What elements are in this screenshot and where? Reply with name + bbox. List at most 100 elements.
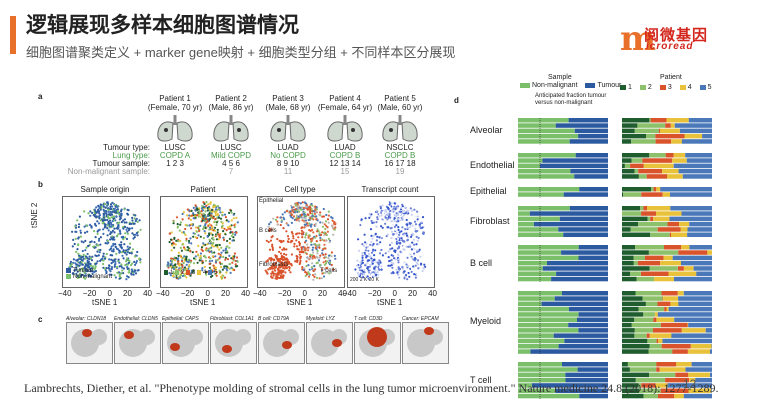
patient-tumour-sample: 1 2 3 bbox=[166, 159, 184, 168]
marker-label: B cell: CD79A bbox=[258, 316, 290, 322]
tick-label: 20 bbox=[318, 289, 327, 298]
legend-item: 3 bbox=[192, 270, 196, 277]
tick-label: −20 bbox=[82, 289, 97, 298]
patient-header: Patient 1 (Female, 70 yr) bbox=[140, 94, 210, 112]
patient-info: (Female, 70 yr) bbox=[147, 103, 203, 112]
tick-label: −40 bbox=[253, 289, 267, 298]
patient-tumour-type: NSCLC bbox=[386, 143, 414, 152]
tick-label: 20 bbox=[408, 289, 417, 298]
cell-type-bars bbox=[518, 118, 712, 145]
tsne-x-ticks: −40 −20 0 20 40 bbox=[253, 289, 347, 298]
tsne-plot bbox=[347, 196, 435, 288]
cell-type-label: B cells bbox=[259, 228, 277, 234]
patient-name: Patient 5 bbox=[384, 94, 416, 103]
patient-info: (Male, 68 yr) bbox=[265, 103, 311, 112]
lung-icon bbox=[157, 115, 193, 142]
patient-info: (Male, 86 yr) bbox=[208, 103, 254, 112]
tick-label: 20 bbox=[123, 289, 132, 298]
cell-type-label: Epithelial bbox=[259, 198, 284, 204]
tsne-title: Cell type bbox=[284, 185, 316, 194]
patient-tumour-type: LUSC bbox=[220, 143, 242, 152]
tsne-plot bbox=[62, 196, 150, 288]
patient-legend-item: 3 bbox=[667, 84, 672, 91]
tsne-x-label: tSNE 1 bbox=[377, 298, 403, 307]
patient-legend-item: 5 bbox=[707, 84, 712, 91]
tsne-x-ticks: −40 −20 0 20 40 bbox=[156, 289, 250, 298]
patient-tumour-type: LUAD bbox=[334, 143, 356, 152]
tsne-x-ticks: −40 −20 0 20 40 bbox=[58, 289, 152, 298]
tick-label: 40 bbox=[143, 289, 152, 298]
tick-label: −40 bbox=[343, 289, 357, 298]
cell-type-label: Endothelial bbox=[470, 159, 515, 170]
sample-legend: Non-malignant Tumour bbox=[520, 82, 621, 89]
patient-legend-item: 1 bbox=[628, 84, 632, 91]
patient-header: Patient 2 (Male, 86 yr) bbox=[196, 94, 266, 112]
cell-type-bars bbox=[518, 152, 712, 179]
marker-thumbnail bbox=[66, 322, 113, 364]
page-title: 逻辑展现多样本细胞图谱情况 bbox=[26, 14, 299, 37]
marker-label: Epithelial: CAPS bbox=[162, 316, 199, 322]
patient-name: Patient 3 bbox=[272, 94, 304, 103]
lung-icon bbox=[327, 115, 363, 142]
legend-item: Non-malignant bbox=[73, 274, 113, 281]
tsne-x-label: tSNE 1 bbox=[92, 298, 118, 307]
patient-info: (Female, 64 yr) bbox=[317, 103, 373, 112]
tick-label: −40 bbox=[58, 289, 72, 298]
row-label-tumour-sample: Tumour sample: bbox=[92, 159, 151, 168]
tsne-title: Transcript count bbox=[361, 185, 419, 194]
tick-label: 0 bbox=[107, 289, 112, 298]
patient-legend-item: 2 bbox=[647, 84, 652, 91]
panel-a-letter: a bbox=[38, 92, 43, 101]
legend-item: 5 bbox=[214, 270, 218, 277]
legend-item: 2 bbox=[181, 270, 185, 277]
marker-thumbnail bbox=[258, 322, 305, 364]
marker-label: Endothelial: CLDN5 bbox=[114, 316, 158, 322]
cell-type-label: T cell bbox=[470, 374, 492, 385]
patient-non-malignant: 7 bbox=[228, 167, 234, 176]
legend-item: 1 bbox=[170, 270, 174, 277]
patient-non-malignant: 19 bbox=[395, 167, 405, 176]
count-legend: 200 2 K 20 K bbox=[350, 277, 379, 283]
marker-label: T cell: CD3D bbox=[354, 316, 383, 322]
marker-thumbnail bbox=[210, 322, 257, 364]
tsne-plot bbox=[257, 196, 345, 288]
origin-legend: Tumour Non-malignant bbox=[66, 268, 112, 280]
patient-lung-type: COPD B bbox=[329, 151, 361, 160]
panel-d-letter: d bbox=[454, 96, 459, 105]
patient-tumour-sample: 4 5 6 bbox=[222, 159, 240, 168]
tick-label: 0 bbox=[392, 289, 397, 298]
logo-name: 阅微基因 bbox=[644, 27, 709, 44]
marker-thumbnail bbox=[402, 322, 449, 364]
tick-label: 0 bbox=[302, 289, 307, 298]
patient-lung-type: Mild COPD bbox=[210, 151, 251, 160]
legend-item: Tumour bbox=[73, 268, 94, 275]
patient-header: Patient 3 (Male, 68 yr) bbox=[253, 94, 323, 112]
patient-lung-type: COPD B bbox=[384, 151, 416, 160]
marker-thumbnail bbox=[354, 322, 401, 364]
row-label-tumour-type: Tumour type: bbox=[103, 143, 150, 152]
tick-label: −20 bbox=[180, 289, 195, 298]
patient-tumour-sample: 16 17 18 bbox=[384, 159, 416, 168]
tick-label: 0 bbox=[205, 289, 210, 298]
tick-label: 40 bbox=[241, 289, 250, 298]
page-subtitle: 细胞图谱聚类定义 + marker gene映射 + 细胞类型分组 + 不同样本… bbox=[26, 45, 456, 60]
tick-label: −40 bbox=[156, 289, 170, 298]
tsne-x-label: tSNE 1 bbox=[287, 298, 313, 307]
tick-label: −20 bbox=[367, 289, 382, 298]
tsne-title: Patient bbox=[190, 185, 216, 194]
cell-type-bars bbox=[518, 205, 712, 238]
marker-label: Fibroblast: COL1A1 bbox=[210, 316, 254, 322]
row-label-non-malignant: Non-malignant sample: bbox=[67, 167, 150, 176]
patient-tumour-type: LUSC bbox=[164, 143, 186, 152]
lung-icon bbox=[213, 115, 249, 142]
patient-header: Patient 5 (Male, 60 yr) bbox=[365, 94, 435, 112]
cell-type-bars bbox=[518, 362, 712, 400]
tsne-plot bbox=[160, 196, 248, 288]
tsne-title: Sample origin bbox=[80, 185, 130, 194]
cell-type-bars bbox=[518, 245, 712, 283]
patient-legend-item: 4 bbox=[687, 84, 692, 91]
patient-tumour-type: LUAD bbox=[277, 143, 299, 152]
patient-legend: 1 2 3 4 5 bbox=[620, 84, 712, 91]
citation: Lambrechts, Diether, et al. "Phenotype m… bbox=[24, 381, 719, 395]
patient-lung-type: COPD A bbox=[159, 151, 191, 160]
